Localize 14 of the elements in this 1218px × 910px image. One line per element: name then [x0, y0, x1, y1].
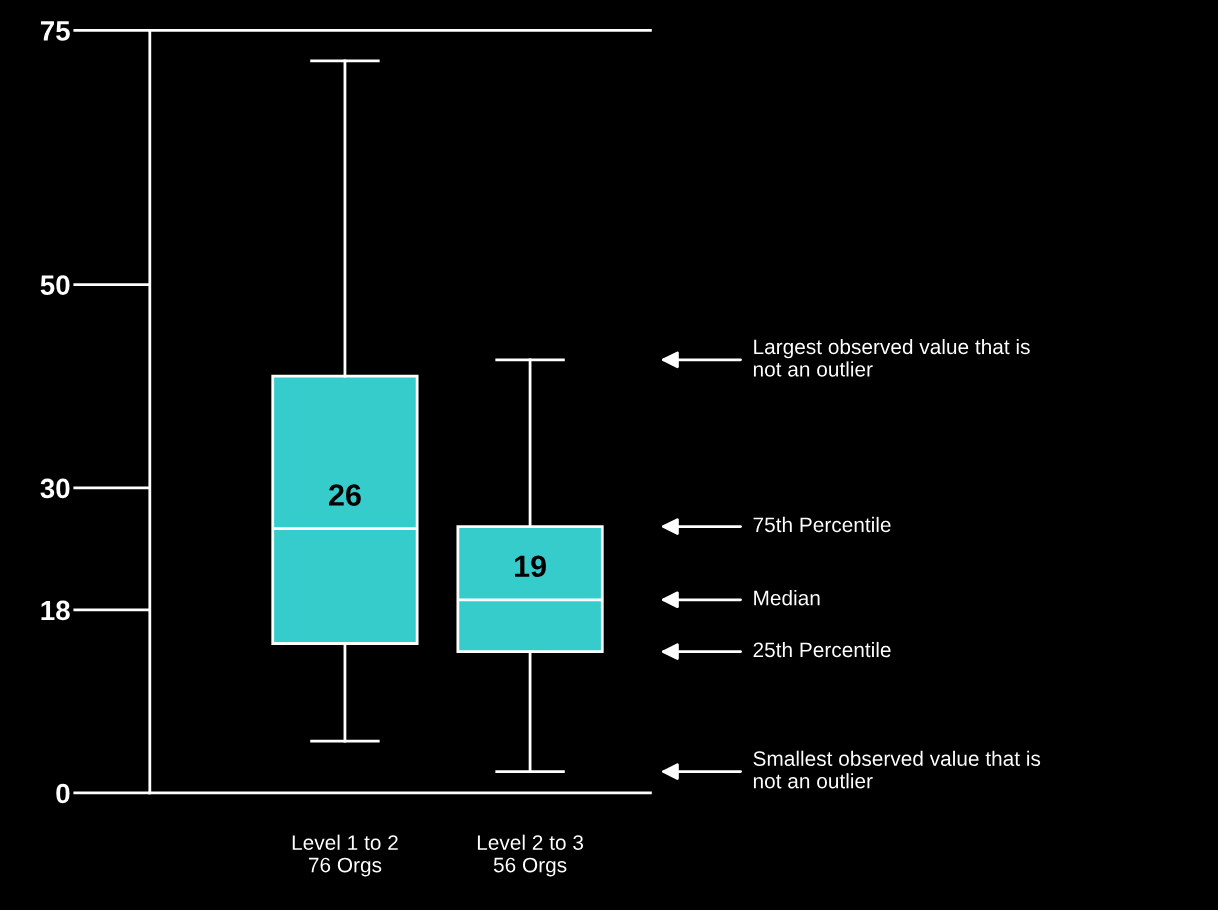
text: 26 — [329, 484, 361, 506]
x-tick-label: Level 2 to 3 56 Orgs — [477, 834, 584, 877]
text: Largest observed value that is not an outlier — [753, 338, 1030, 377]
text: 19 — [515, 555, 546, 578]
text: Median — [754, 590, 820, 606]
text: Smallest observed value that is not an outlier — [753, 750, 1041, 789]
text: 75th Percentile — [753, 516, 891, 533]
text: 25th Percentile — [753, 641, 891, 658]
y-tick-label: 75 — [40, 21, 70, 41]
y-tick-label: 18 — [41, 600, 70, 621]
y-tick-label: 50 — [40, 275, 70, 295]
y-tick-label: 30 — [40, 478, 70, 499]
x-tick-label: Level 1 to 2 76 Orgs — [292, 834, 398, 877]
y-tick-label: 0 — [56, 783, 70, 804]
